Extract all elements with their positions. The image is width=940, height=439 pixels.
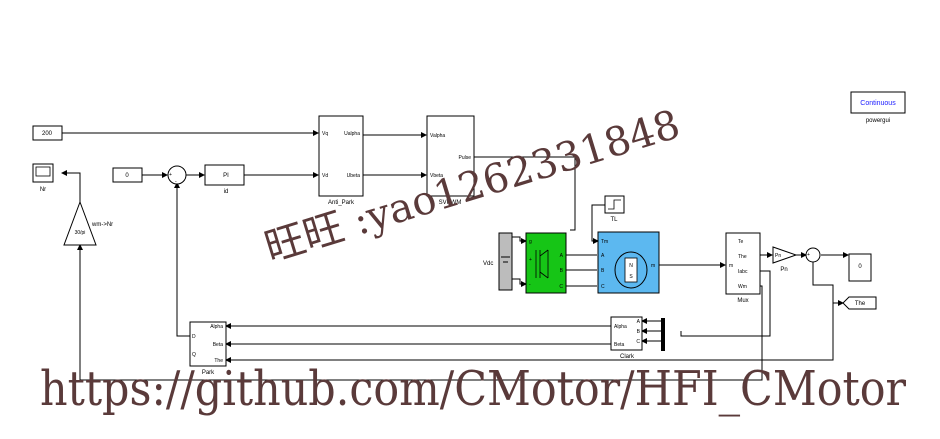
clark-transform-block[interactable]: Alpha Beta A B C Clark [610,316,643,360]
display-value: 0 [858,264,862,270]
step-icon [608,199,621,210]
svpwm-label: SVPWM [439,200,462,206]
mux-in-m: m [729,263,733,269]
url-watermark: https://github.com/CMotor/HFI_CMotor [40,361,906,417]
mux-out-wm: Wm [738,284,747,290]
park-in-beta: Beta [213,342,224,348]
clark-out-alpha: Alpha [614,324,627,330]
dc-voltage-source[interactable]: Vdc [483,232,513,291]
inverter-body [525,232,567,294]
speed-gain-block[interactable]: 30/pi wm->Nr [63,200,113,246]
angle-sum-block[interactable]: + [805,247,821,263]
id-sum-block[interactable]: + - [167,165,187,185]
vdc-label: Vdc [483,261,493,267]
anti-park-in-q: Vq [322,131,328,137]
pi-controller[interactable]: PI id [204,164,245,195]
motor-port-a: A [601,253,605,259]
inv-port-a: A [560,253,564,259]
speed-ref-value: 200 [42,131,53,137]
step-label: TL [610,217,618,223]
mux-out-te: Te [738,239,744,245]
svpwm-in-alpha: Valpha [430,133,445,139]
motor-icon: N S [614,251,648,289]
sum2-plus-sign: + [807,252,810,258]
motor-port-c: C [601,284,605,290]
pole-pair-gain[interactable]: Pn Pn [772,246,798,273]
motor-port-b: B [601,268,605,274]
load-torque-step[interactable]: TL [604,195,625,223]
speed-reference-constant[interactable]: 200 [32,125,63,141]
svpwm-block[interactable]: Valpha Vbeta Pulse SVPWM [426,115,475,206]
gain-value: 30/pi [75,230,86,236]
anti-park-in-d: Vd [322,173,328,179]
goto-the-tag[interactable]: The [842,296,877,310]
pi-label: PI [223,173,229,179]
sum-minus-sign: - [175,179,177,185]
pn-label: Pn [780,267,787,273]
park-transform-block[interactable]: Alpha Beta The D Q Park [189,321,227,376]
anti-park-label: Anti_Park [328,200,355,206]
demux-bar[interactable] [661,318,665,351]
clark-out-beta: Beta [614,342,625,348]
svpwm-out-pulse: Pulse [458,155,471,161]
motor-pole-n: N [629,263,633,269]
motor-pole-s: S [629,274,633,280]
inv-port-plus: + [529,257,532,263]
scope-label: Nr [40,187,46,193]
pn-value: Pn [775,253,781,259]
powergui-label: powergui [866,118,890,124]
mux-label: Mux [737,298,748,304]
anti-park-block[interactable]: Vq Vd Ualpha Ubeta Anti_Park [318,115,364,206]
svpwm-in-beta: Vbeta [430,173,443,179]
mux-out-iabc: Iabc [738,269,748,275]
inv-port-c: C [559,284,563,290]
igbt-bridge-icon [535,249,549,279]
park-in-the: The [214,358,223,364]
gain-label: wm->Nr [91,222,113,228]
pmsm-motor-block[interactable]: Tm A B C m N S [597,231,660,294]
clark-label: Clark [620,354,635,360]
park-in-alpha: Alpha [210,324,223,330]
three-phase-inverter[interactable]: g + - A B C [525,232,567,294]
id-reference-constant[interactable]: 0 [112,167,143,183]
clark-in-b: B [637,329,641,335]
park-out-d: D [192,334,196,340]
angle-display[interactable]: 0 [848,253,872,282]
sum-plus-sign: + [169,172,172,178]
inv-port-b: B [560,268,564,274]
park-out-q: Q [192,352,196,358]
park-label: Park [202,370,215,376]
signal-lines [61,130,849,381]
clark-in-a: A [637,319,641,325]
anti-park-out-alpha: Ualpha [344,131,360,137]
pi-name: id [224,189,229,195]
scope-screen-icon [35,166,51,177]
powergui-block[interactable]: Continuous powergui [850,91,906,124]
inv-port-g: g [529,239,532,245]
speed-scope[interactable]: Nr [32,163,54,193]
goto-the-label: The [855,301,866,307]
powergui-mode: Continuous [860,100,896,107]
anti-park-out-beta: Ubeta [347,173,361,179]
id-ref-value: 0 [125,173,129,179]
inv-port-minus: - [529,282,531,288]
motor-out-m: m [651,263,655,269]
motor-in-tm: Tm [601,239,608,245]
clark-in-c: C [636,339,640,345]
measurement-selector[interactable]: m Te The Iabc Wm Mux [725,232,761,304]
mux-out-the: The [738,254,747,260]
